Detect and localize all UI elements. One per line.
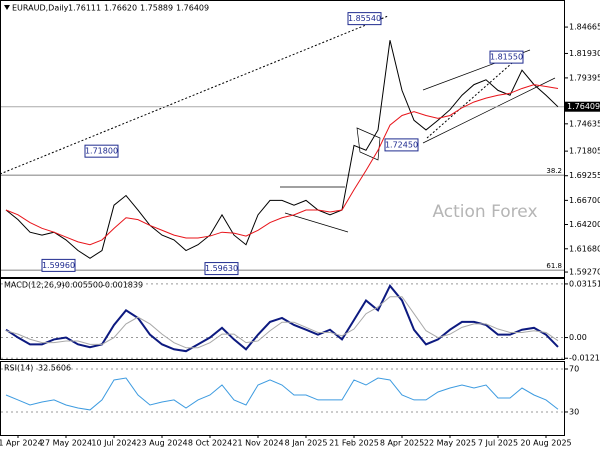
x-tick-label: 21 Feb 2025 bbox=[329, 439, 379, 448]
main-frame bbox=[0, 0, 565, 278]
y-tick-label: -0.012158 bbox=[569, 354, 600, 363]
y-tick-label: 1.64200 bbox=[569, 220, 600, 229]
y-tick-label: 1.81930 bbox=[569, 49, 600, 58]
series-line bbox=[5, 40, 559, 259]
watermark: Action Forex bbox=[432, 202, 537, 222]
y-tick-label: 1.71805 bbox=[569, 147, 600, 156]
x-tick-label: 8 Jan 2025 bbox=[285, 439, 328, 448]
annotation-label: 1.59630 bbox=[205, 264, 238, 273]
symbol-icon bbox=[4, 5, 10, 10]
annotation-box bbox=[347, 12, 382, 26]
x-tick-label: 23 Aug 2024 bbox=[136, 439, 187, 448]
annotation-label: 1.59960 bbox=[42, 261, 75, 270]
fib-label: 61.8 bbox=[546, 262, 562, 270]
annotation-box bbox=[84, 144, 119, 158]
last-price-box bbox=[565, 101, 600, 112]
y-tick-label: 1.84665 bbox=[569, 23, 600, 32]
annotation-label: 1.85540 bbox=[348, 14, 381, 23]
macd-frame bbox=[0, 278, 565, 360]
chart-title: EURAUD,Daily bbox=[12, 4, 69, 13]
series-line bbox=[5, 84, 559, 246]
y-tick-label: 1.69255 bbox=[569, 171, 600, 180]
x-tick-label: 7 Jul 2025 bbox=[478, 439, 518, 448]
pattern-box bbox=[356, 127, 381, 161]
ohlc-value: 1.76409 bbox=[176, 4, 209, 13]
ohlc-value: 1.75889 bbox=[140, 4, 173, 13]
x-tick-label: 27 May 2024 bbox=[40, 439, 92, 448]
x-tick-label: 20 Aug 2025 bbox=[520, 439, 571, 448]
annotation-box bbox=[384, 138, 419, 152]
annotation-box bbox=[204, 262, 239, 276]
annotation-label: 1.71800 bbox=[85, 147, 118, 156]
trend-line bbox=[0, 15, 389, 175]
y-tick-label: 1.74635 bbox=[569, 119, 600, 128]
series-line bbox=[5, 377, 559, 411]
x-tick-label: 10 Jul 2024 bbox=[91, 439, 136, 448]
y-tick-label: 1.79395 bbox=[569, 73, 600, 82]
fib-label: 38.2 bbox=[546, 167, 562, 175]
y-tick-label: 1.61680 bbox=[569, 244, 600, 253]
series-line bbox=[5, 283, 559, 353]
y-tick-label: 1.59270 bbox=[569, 268, 600, 277]
ohlc-value: 1.76111 bbox=[68, 4, 101, 13]
annotation-box bbox=[489, 50, 524, 64]
channel-mid bbox=[426, 55, 521, 139]
series-line bbox=[5, 296, 559, 349]
pattern-line bbox=[284, 212, 349, 233]
indicator-value: -0.001839 bbox=[102, 281, 143, 290]
annotation-box bbox=[41, 258, 76, 272]
x-tick-label: 11 Apr 2024 bbox=[0, 439, 43, 448]
macd-title: MACD(12,26,9) bbox=[4, 281, 65, 290]
indicator-value: 32.5606 bbox=[38, 364, 71, 373]
x-tick-label: 8 Apr 2025 bbox=[380, 439, 424, 448]
rsi-title: RSI(14) bbox=[4, 364, 33, 373]
y-tick-label: 70 bbox=[569, 364, 579, 373]
x-tick-label: 8 Oct 2024 bbox=[188, 439, 232, 448]
rsi-frame bbox=[0, 361, 565, 436]
y-tick-label: 30 bbox=[569, 407, 579, 416]
ohlc-value: 1.76620 bbox=[104, 4, 137, 13]
y-tick-label: 0.00 bbox=[569, 333, 587, 342]
annotation-label: 1.72450 bbox=[385, 140, 418, 149]
x-tick-label: 21 Nov 2024 bbox=[232, 439, 283, 448]
annotation-label: 1.81550 bbox=[490, 53, 523, 62]
indicator-value: -0.005500 bbox=[62, 281, 103, 290]
last-price-label: 1.76409 bbox=[567, 102, 600, 111]
y-tick-label: 0.03151 bbox=[569, 279, 600, 288]
y-tick-label: 1.66700 bbox=[569, 196, 600, 205]
x-tick-label: 22 May 2025 bbox=[424, 439, 476, 448]
channel-line bbox=[422, 77, 556, 144]
